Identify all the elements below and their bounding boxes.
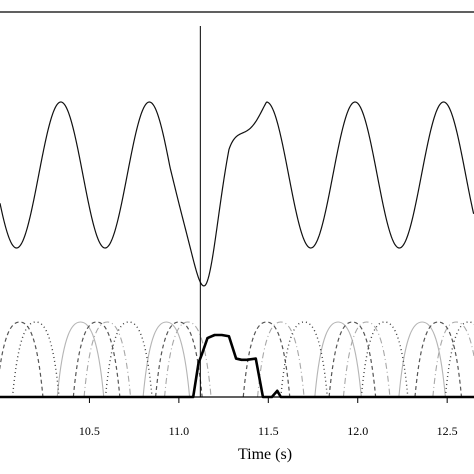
band-curve — [56, 321, 105, 398]
band-curve — [342, 321, 391, 398]
band-curve — [314, 321, 362, 398]
band-curve — [83, 321, 132, 398]
x-tick-label: 11.5 — [258, 424, 279, 438]
x-tick-label: 11.0 — [169, 424, 190, 438]
band-curve — [257, 321, 305, 398]
band-curve — [142, 321, 191, 398]
band-curve — [0, 321, 44, 398]
band-curve — [155, 321, 203, 398]
x-axis: 10.5 11.0 11.5 12.0 12.5 — [79, 397, 458, 438]
band-curve — [72, 321, 121, 398]
band-curve — [398, 321, 446, 398]
band-layer — [0, 321, 474, 398]
x-tick-label: 12.5 — [437, 424, 458, 438]
band-curve — [164, 321, 212, 398]
band-curve — [328, 321, 377, 398]
x-tick-label: 10.5 — [79, 424, 100, 438]
x-axis-title: Time (s) — [238, 446, 292, 463]
band-curve — [242, 321, 291, 398]
band-curve — [432, 321, 474, 398]
signal-line — [0, 101, 474, 287]
x-tick-label: 12.0 — [347, 424, 368, 438]
band-curve — [414, 321, 463, 398]
series-line-bold — [0, 333, 474, 399]
